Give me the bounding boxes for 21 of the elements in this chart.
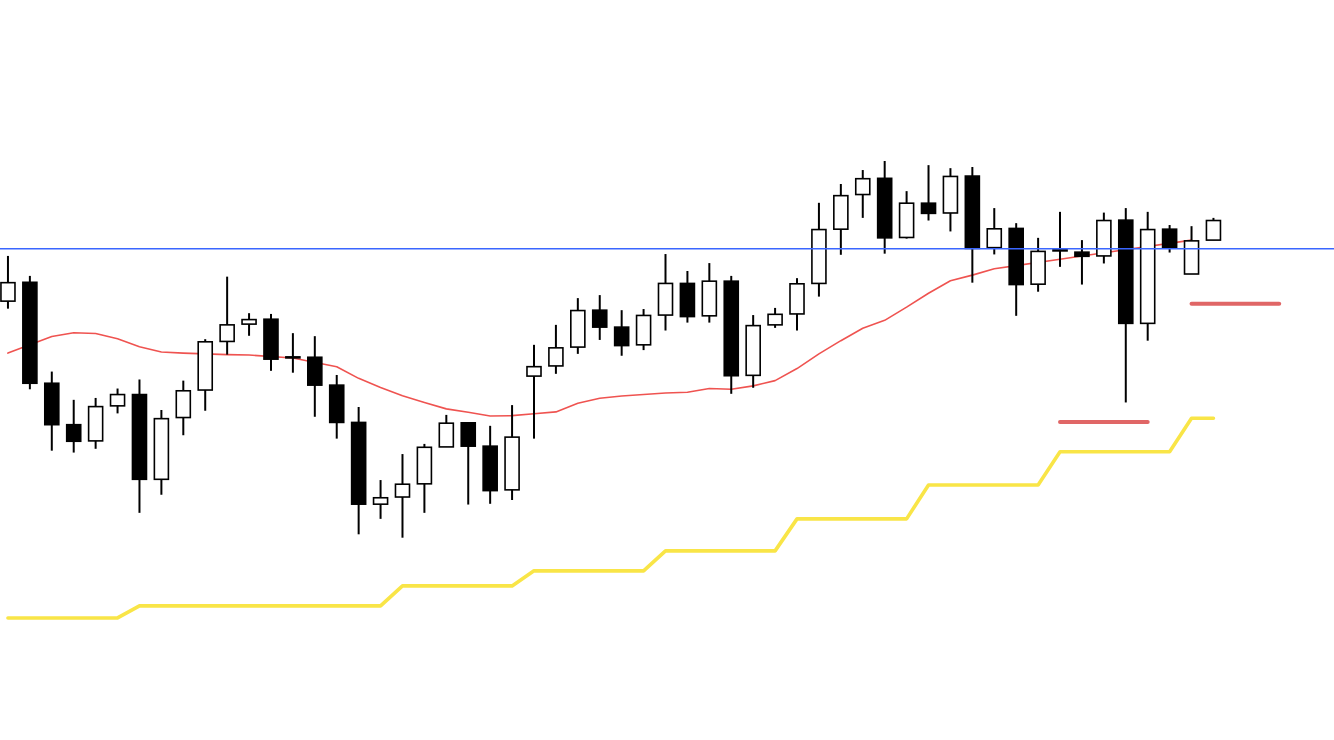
candlestick: [394, 453, 411, 539]
candlestick: [109, 387, 126, 415]
candlestick: [591, 294, 608, 341]
candlestick: [1074, 239, 1090, 286]
candlestick: [285, 332, 301, 374]
candlestick: [219, 275, 235, 356]
candlestick: [613, 309, 630, 357]
candlestick: [1161, 224, 1178, 254]
candlestick: [372, 479, 389, 520]
candlestick: [65, 398, 82, 454]
candlestick: [460, 421, 477, 506]
candlestick: [241, 312, 257, 337]
candlestick: [0, 254, 16, 310]
candlestick: [986, 207, 1003, 256]
candlestick: [920, 164, 937, 222]
candlestick: [438, 413, 455, 448]
candlestick: [854, 169, 871, 219]
candlestick: [526, 343, 542, 440]
candlestick: [1205, 216, 1222, 242]
candlestick: [767, 306, 783, 329]
candlestick: [548, 323, 564, 375]
